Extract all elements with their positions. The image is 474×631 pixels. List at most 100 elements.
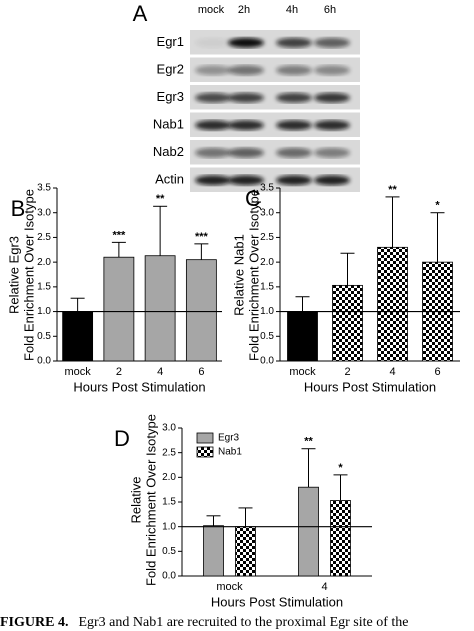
blot-band	[276, 120, 312, 131]
row-label: Actin	[155, 172, 184, 187]
blot-band	[228, 37, 264, 48]
bar	[377, 246, 408, 362]
chart: C 0.0 0.5 1.0 1.5 2.0 2.5 3.0 3.5 Relative Nab1 Fo…	[231, 183, 460, 394]
caption-text: Egr3 and Nab1 are recruited to the proxi…	[78, 615, 408, 630]
y-tick-label: 3.5	[260, 183, 274, 194]
blot-band	[228, 65, 264, 76]
x-tick-label: mock	[289, 366, 316, 378]
x-tick-label: 2	[116, 366, 122, 378]
lane-label: mock	[198, 4, 225, 16]
legend-label: Nab1	[218, 447, 242, 458]
blot-band	[195, 65, 231, 76]
blot-band	[195, 120, 231, 131]
y-tick-label: 0.5	[162, 546, 176, 557]
row-label: Nab1	[153, 117, 184, 132]
y-tick-label: 2.5	[162, 447, 176, 458]
x-tick-label: 2	[344, 366, 350, 378]
y-axis-label: Relative Nab1	[231, 234, 246, 316]
blot-band	[314, 92, 350, 103]
row-label: Egr1	[157, 34, 184, 49]
y-tick-label: 3.0	[37, 207, 51, 218]
significance: ***	[112, 229, 126, 241]
y-tick-label: 0.5	[37, 331, 51, 342]
blot-band	[276, 65, 312, 76]
y-tick-label: 0.5	[260, 331, 274, 342]
blot-band	[314, 37, 350, 48]
chart: D 0.0 0.5 1.0 1.5 2.0 2.5 3.0 Relative Fold Enric…	[114, 414, 372, 609]
panel-letter: C	[245, 186, 261, 211]
x-tick-label: 6	[198, 366, 204, 378]
y-axis-label: Fold Enrichment Over Isotype	[246, 189, 261, 361]
row-label: Egr3	[157, 89, 184, 104]
blot-band	[314, 175, 350, 186]
x-tick-label: 6	[434, 366, 440, 378]
row-label: Nab2	[153, 144, 184, 159]
blot-band	[276, 175, 312, 186]
y-tick-label: 2.0	[37, 257, 51, 268]
y-tick-label: 0.0	[37, 356, 51, 367]
blot-band	[228, 175, 264, 186]
caption: FIGURE 4. Egr3 and Nab1 are recruited to …	[0, 615, 409, 630]
y-tick-label: 0.0	[162, 571, 176, 582]
bar	[332, 284, 363, 362]
y-axis-label: Relative	[128, 477, 143, 524]
y-tick-label: 1.0	[260, 306, 274, 317]
panel-letter: B	[11, 196, 26, 221]
caption-label: FIGURE 4.	[0, 615, 68, 630]
bar	[298, 486, 319, 577]
blot-band	[195, 37, 231, 48]
legend-label: Egr3	[218, 433, 240, 444]
x-axis-label: Hours Post Stimulation	[211, 594, 343, 609]
bar	[185, 259, 217, 362]
blot-band	[195, 92, 231, 103]
lane-label: 6h	[324, 4, 336, 16]
blot-band	[314, 147, 350, 158]
significance: **	[388, 184, 397, 196]
legend-swatch	[196, 432, 214, 444]
significance: **	[304, 436, 313, 448]
western-blot: mock 2h 4h 6h Egr1 Egr2 Egr3 Nab1 Nab2 Actin	[153, 4, 360, 192]
significance: *	[435, 200, 440, 212]
lane-label: 2h	[238, 4, 250, 16]
x-axis-label: Hours Post Stimulation	[73, 379, 205, 394]
panel-letter: A	[133, 1, 148, 26]
chart: B 0.0 0.5 1.0 1.5 2.0 2.5 3.0 3.5 Relative Egr3 Fo…	[6, 183, 222, 394]
y-tick-label: 2.5	[260, 232, 274, 243]
blot-band	[195, 147, 231, 158]
bar	[203, 525, 224, 577]
blot-band	[228, 147, 264, 158]
x-tick-label: 4	[389, 366, 395, 378]
y-tick-label: 1.0	[37, 306, 51, 317]
bar	[330, 500, 351, 577]
y-tick-label: 1.5	[37, 281, 51, 292]
y-tick-label: 1.0	[162, 521, 176, 532]
x-tick-label: 4	[157, 366, 163, 378]
blot-band	[314, 65, 350, 76]
y-tick-label: 1.5	[260, 281, 274, 292]
bar	[144, 255, 176, 362]
y-axis-label: Fold Enrichment Over Isotype	[143, 414, 158, 586]
y-tick-label: 1.5	[162, 497, 176, 508]
significance: **	[156, 193, 165, 205]
bar	[287, 311, 318, 362]
y-axis-label: Relative Egr3	[6, 236, 21, 314]
blot-band	[276, 37, 312, 48]
row-label: Egr2	[157, 62, 184, 77]
y-tick-label: 0.0	[260, 356, 274, 367]
blot-band	[228, 92, 264, 103]
y-tick-label: 3.0	[162, 423, 176, 434]
panel-letter: D	[114, 426, 130, 451]
significance: ***	[195, 231, 209, 243]
y-tick-label: 2.5	[37, 232, 51, 243]
y-tick-label: 3.5	[37, 183, 51, 194]
blot-band	[195, 175, 231, 186]
bar	[62, 311, 94, 362]
blot-band	[314, 120, 350, 131]
x-axis-label: Hours Post Stimulation	[304, 379, 436, 394]
blot-band	[276, 92, 312, 103]
bar	[235, 526, 256, 577]
x-tick-label: 4	[321, 581, 327, 593]
bar	[103, 256, 135, 362]
